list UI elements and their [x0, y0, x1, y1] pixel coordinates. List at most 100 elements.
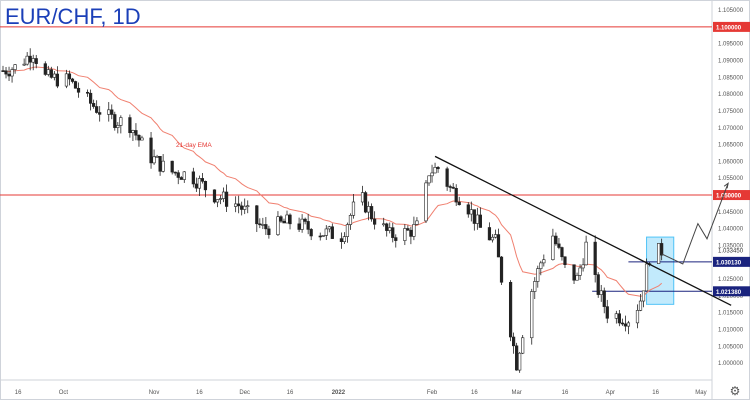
- candle-body: [197, 178, 201, 189]
- y-tick-label: 1.105000: [718, 8, 744, 14]
- candle-body: [276, 216, 280, 236]
- candle-body: [623, 323, 628, 327]
- candle-body: [240, 205, 244, 210]
- x-tick-label: 16: [471, 390, 478, 396]
- price-level-badge: [713, 21, 750, 32]
- candle-body: [572, 264, 576, 281]
- candle-body: [34, 58, 38, 64]
- x-tick-label: 16: [287, 390, 294, 396]
- gear-icon[interactable]: ⚙: [729, 384, 741, 398]
- candle-body: [499, 256, 504, 283]
- candle-body: [224, 191, 229, 207]
- candle-body: [264, 224, 268, 230]
- candle-body: [76, 87, 81, 93]
- candle-body: [173, 171, 177, 174]
- candle-body: [536, 268, 540, 282]
- y-tick-label: 1.080000: [718, 92, 744, 98]
- candle-body: [605, 306, 609, 319]
- x-tick-label: 16: [562, 390, 569, 396]
- x-tick-label: 16: [652, 390, 659, 396]
- candle-body: [475, 214, 479, 224]
- x-tick-label: Dec: [239, 390, 250, 396]
- candle-body: [512, 336, 516, 347]
- candle-body: [258, 223, 262, 226]
- candle-body: [388, 227, 392, 231]
- price-level-label: 1.050000: [716, 194, 742, 200]
- candle-body: [243, 205, 247, 210]
- x-tick-label: May: [695, 390, 706, 396]
- candle-body: [530, 291, 534, 339]
- candle-body: [98, 112, 102, 115]
- candle-body: [64, 73, 69, 87]
- candle-body: [324, 228, 328, 236]
- candle-body: [451, 186, 455, 189]
- candle-body: [31, 58, 35, 63]
- candle-body: [385, 223, 389, 231]
- candle-body: [448, 186, 452, 188]
- candle-body: [348, 215, 353, 225]
- candle-body: [557, 243, 561, 248]
- candle-body: [149, 137, 153, 164]
- candle-body: [179, 177, 183, 180]
- candle-body: [596, 274, 600, 295]
- candle-body: [370, 206, 374, 220]
- candle-body: [466, 204, 470, 215]
- candle-body: [593, 241, 597, 275]
- candle-body: [200, 178, 205, 182]
- candle-body: [170, 160, 174, 173]
- candle-body: [342, 236, 347, 242]
- candle-body: [599, 290, 603, 295]
- y-tick-label: 1.065000: [718, 143, 744, 149]
- candle-body: [110, 109, 114, 115]
- candle-body: [539, 262, 543, 269]
- candle-body: [660, 243, 664, 256]
- candle-body: [182, 171, 186, 180]
- candle-body: [445, 168, 449, 187]
- candle-body: [406, 228, 410, 231]
- candle-body: [409, 229, 413, 237]
- candle-body: [575, 275, 579, 281]
- candle-body: [487, 227, 492, 241]
- x-tick-label: Nov: [149, 390, 160, 396]
- candle-body: [382, 223, 386, 226]
- candle-body: [457, 201, 461, 206]
- projection-path: [661, 183, 729, 265]
- candle-body: [285, 214, 289, 224]
- candle-body: [508, 281, 513, 338]
- y-tick-label: 1.015000: [718, 311, 744, 317]
- candle-body: [563, 256, 567, 266]
- y-tick-label: 1.000000: [718, 361, 744, 367]
- candle-body: [55, 73, 59, 87]
- candle-body: [518, 352, 522, 371]
- candle-body: [128, 117, 132, 134]
- candle-body: [7, 73, 11, 77]
- candle-body: [360, 192, 365, 203]
- candle-body: [472, 209, 476, 224]
- candle-body: [641, 290, 646, 302]
- candle-body: [194, 183, 198, 189]
- candle-body: [161, 160, 165, 172]
- candle-body: [306, 221, 310, 230]
- candle-body: [10, 69, 14, 77]
- candle-body: [515, 345, 519, 371]
- candle-body: [140, 137, 144, 141]
- candle-body: [469, 209, 473, 215]
- candle-body: [578, 267, 582, 276]
- candle-body: [427, 175, 431, 184]
- trendline: [434, 155, 732, 306]
- candle-body: [554, 235, 558, 245]
- candle-body: [309, 229, 313, 237]
- candle-body: [339, 238, 343, 242]
- price-level-label: 1.100000: [716, 25, 742, 31]
- candle-body: [43, 63, 47, 75]
- candle-body: [282, 220, 286, 224]
- candle-body: [119, 117, 123, 126]
- candle-body: [620, 322, 624, 325]
- candle-body: [300, 218, 304, 230]
- candle-body: [521, 337, 525, 354]
- x-tick-label: 16: [15, 390, 22, 396]
- candle-body: [657, 243, 661, 264]
- price-level-label: 1.021380: [716, 290, 742, 296]
- candle-body: [261, 224, 265, 226]
